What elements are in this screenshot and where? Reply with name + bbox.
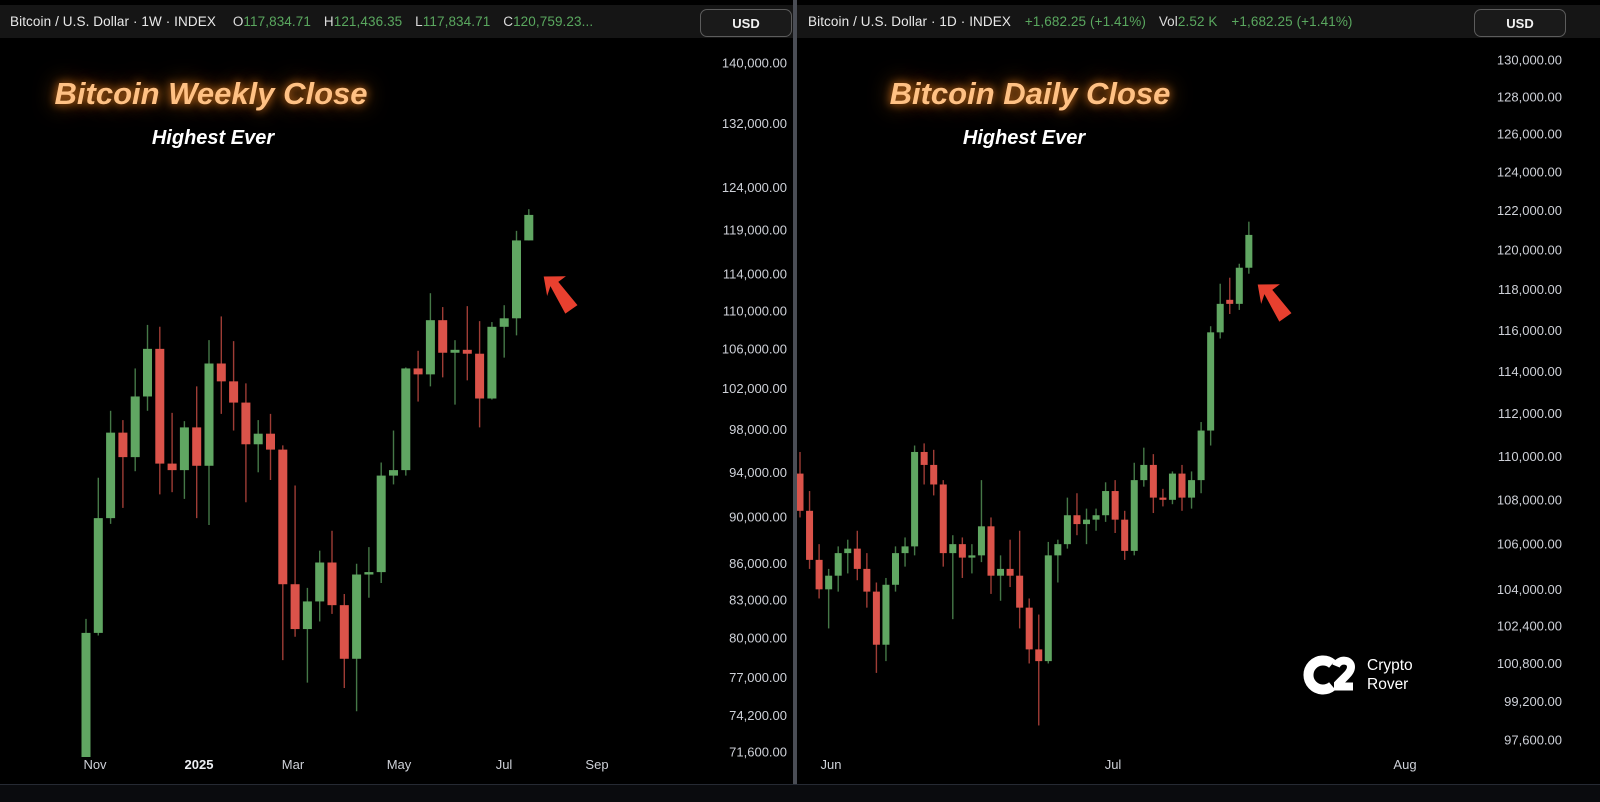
time-axis-separator xyxy=(0,784,1600,785)
svg-text:118,000.00: 118,000.00 xyxy=(1498,282,1562,297)
high-label: H xyxy=(323,14,334,29)
close-value: 120,759.23... xyxy=(513,14,594,29)
svg-text:128,000.00: 128,000.00 xyxy=(1497,89,1562,104)
svg-text:102,400.00: 102,400.00 xyxy=(1497,619,1562,634)
crypto-rover-logo-icon xyxy=(1303,655,1356,695)
svg-text:83,000.00: 83,000.00 xyxy=(729,593,787,608)
svg-text:Jul: Jul xyxy=(496,757,513,772)
svg-text:Mar: Mar xyxy=(282,757,305,772)
svg-text:112,000.00: 112,000.00 xyxy=(1498,406,1562,421)
low-value: 117,834.71 xyxy=(422,14,491,29)
svg-text:Jul: Jul xyxy=(1105,757,1122,772)
weekly-currency-button[interactable]: USD xyxy=(700,9,792,37)
daily-candlestick-chart[interactable]: 130,000.00 128,000.00 126,000.00 124,000.00… xyxy=(797,0,1600,802)
svg-text:130,000.00: 130,000.00 xyxy=(1497,53,1562,68)
svg-text:126,000.00: 126,000.00 xyxy=(1497,127,1562,142)
svg-text:80,000.00: 80,000.00 xyxy=(729,631,787,646)
daily-change: +1,682.25 (+1.41%) xyxy=(1024,14,1146,29)
svg-text:99,200.00: 99,200.00 xyxy=(1504,694,1562,709)
high-value: 121,436.35 xyxy=(333,14,403,29)
svg-text:114,000.00: 114,000.00 xyxy=(723,267,787,282)
daily-subtitle: Highest Ever xyxy=(962,127,1086,149)
bottom-strip xyxy=(0,785,1600,802)
svg-text:100,800.00: 100,800.00 xyxy=(1497,656,1562,671)
svg-text:122,000.00: 122,000.00 xyxy=(1497,203,1562,218)
weekly-symbol: Bitcoin / U.S. Dollar · 1W · INDEX xyxy=(10,14,216,29)
svg-text:90,000.00: 90,000.00 xyxy=(729,509,787,524)
open-value: 117,834.71 xyxy=(243,14,311,29)
daily-title: Bitcoin Daily Close xyxy=(889,76,1171,111)
weekly-title: Bitcoin Weekly Close xyxy=(54,76,368,111)
svg-text:108,000.00: 108,000.00 xyxy=(1497,492,1562,507)
daily-legend[interactable]: Bitcoin / U.S. Dollar · 1D · INDEX +1,68… xyxy=(808,14,1353,29)
low-label: L xyxy=(415,14,423,29)
svg-text:Nov: Nov xyxy=(83,757,107,772)
svg-text:86,000.00: 86,000.00 xyxy=(729,556,787,571)
svg-text:114,000.00: 114,000.00 xyxy=(1498,364,1562,379)
svg-text:106,000.00: 106,000.00 xyxy=(1497,537,1562,552)
panel-divider[interactable] xyxy=(793,0,797,802)
svg-text:132,000.00: 132,000.00 xyxy=(722,116,787,131)
svg-text:106,000.00: 106,000.00 xyxy=(722,341,787,356)
svg-text:120,000.00: 120,000.00 xyxy=(1497,242,1562,257)
weekly-candlestick-chart[interactable]: 140,000.00 132,000.00 124,000.00 119,000.00… xyxy=(0,0,795,802)
svg-text:May: May xyxy=(387,757,412,772)
svg-text:110,000.00: 110,000.00 xyxy=(723,303,787,318)
svg-text:116,000.00: 116,000.00 xyxy=(1498,323,1562,338)
svg-text:119,000.00: 119,000.00 xyxy=(723,222,787,237)
svg-text:77,000.00: 77,000.00 xyxy=(729,670,787,685)
volume-label: Vol xyxy=(1158,14,1178,29)
svg-text:Aug: Aug xyxy=(1393,757,1416,772)
svg-text:Jun: Jun xyxy=(821,757,842,772)
crypto-rover-watermark: Crypto Rover xyxy=(1303,653,1413,697)
top-bar xyxy=(0,5,1600,38)
daily-highlight-arrow-icon xyxy=(1239,270,1304,334)
svg-text:94,000.00: 94,000.00 xyxy=(729,465,787,480)
svg-text:104,000.00: 104,000.00 xyxy=(1497,582,1562,597)
svg-text:2025: 2025 xyxy=(185,757,214,772)
svg-text:71,600.00: 71,600.00 xyxy=(729,745,787,760)
svg-text:98,000.00: 98,000.00 xyxy=(729,422,787,437)
svg-text:74,200.00: 74,200.00 xyxy=(729,708,787,723)
watermark-line2: Rover xyxy=(1367,676,1409,693)
svg-text:97,600.00: 97,600.00 xyxy=(1504,733,1562,748)
svg-text:110,000.00: 110,000.00 xyxy=(1498,449,1562,464)
weekly-legend[interactable]: Bitcoin / U.S. Dollar · 1W · INDEX O117,… xyxy=(10,14,593,29)
svg-text:124,000.00: 124,000.00 xyxy=(1497,165,1562,180)
close-label: C xyxy=(503,14,514,29)
daily-symbol: Bitcoin / U.S. Dollar · 1D · INDEX xyxy=(808,14,1011,29)
open-label: O xyxy=(232,14,244,29)
daily-currency-button[interactable]: USD xyxy=(1474,9,1566,37)
watermark-line1: Crypto xyxy=(1367,657,1413,674)
svg-text:Sep: Sep xyxy=(585,757,608,772)
weekly-subtitle: Highest Ever xyxy=(151,127,275,149)
svg-text:102,000.00: 102,000.00 xyxy=(722,381,787,396)
svg-text:140,000.00: 140,000.00 xyxy=(722,56,787,71)
volume-value: 2.52 K xyxy=(1177,14,1218,29)
svg-text:124,000.00: 124,000.00 xyxy=(722,180,787,195)
weekly-highlight-arrow-icon xyxy=(525,262,590,326)
daily-change-2: +1,682.25 (+1.41%) xyxy=(1231,14,1353,29)
